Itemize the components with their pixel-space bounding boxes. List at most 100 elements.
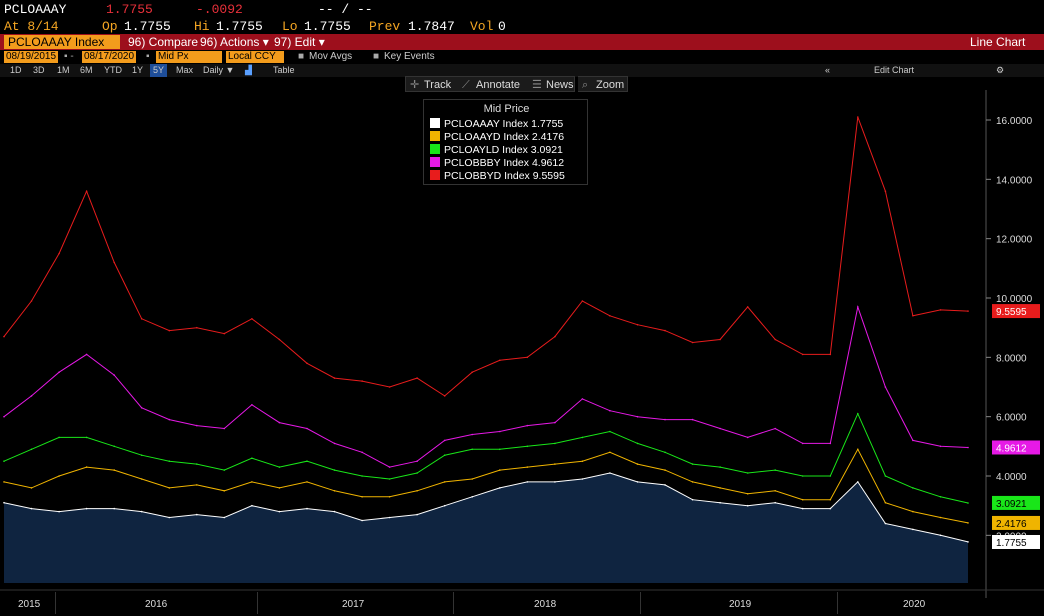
legend-swatch [430,131,440,141]
y-axis: 16.0000 14.0000 12.0000 10.0000 8.0000 6.0000… [986,116,1033,542]
data-point [912,528,914,531]
actions-button[interactable]: 96) Actions ▾ [200,35,269,49]
data-point [636,323,639,326]
legend-item[interactable]: PCLOAAYD Index 2.4176 [430,131,564,144]
period-3d[interactable]: 3D [33,65,45,75]
zoom-button[interactable]: Zoom [596,79,625,91]
volume-value: 0 [498,19,506,34]
period-5y[interactable]: 5Y [150,64,168,77]
data-point [884,190,887,192]
high-value: 1.7755 [216,19,263,34]
data-point [581,436,584,439]
checkbox-icon[interactable]: ■ [373,51,380,62]
data-point [912,439,914,442]
legend-item[interactable]: PCLOAAAY Index 1.7755 [430,118,563,131]
calendar-icon[interactable]: ▪ [146,51,150,62]
data-point [30,507,33,510]
data-point [774,427,776,430]
period-ytd[interactable]: YTD [104,65,122,75]
period-6m[interactable]: 6M [80,65,93,75]
legend-item[interactable]: PCLOBBBY Index 4.9612 [430,157,564,170]
data-point [168,516,171,519]
start-date-field[interactable]: 08/19/2015 [4,51,59,63]
news-icon[interactable]: ☰ [532,79,542,91]
data-point [196,463,198,465]
last-value-pill: 2.4176 [992,515,1040,530]
data-point [857,116,859,118]
data-point [691,481,694,483]
pill-bg [992,515,1040,530]
data-point [278,421,281,424]
zoom-tool: ⌕ Zoom [578,76,628,92]
data-point [196,513,198,516]
frequency-select[interactable]: Daily ▼ [203,65,235,75]
open-value: 1.7755 [124,19,171,34]
data-point [746,436,749,439]
compare-button[interactable]: 96) Compare [128,35,199,49]
data-point [609,315,611,317]
legend-swatch [430,170,440,180]
key-events-label[interactable]: Key Events [384,51,435,62]
data-point [333,510,336,513]
table-button[interactable]: Table [273,65,295,75]
data-point [85,507,88,510]
period-1m[interactable]: 1M [57,65,70,75]
last-value-pill: 1.7755 [992,534,1040,549]
low-label: Lo [282,19,298,34]
mov-avgs-label[interactable]: Mov Avgs [309,51,353,62]
zoom-icon[interactable]: ⌕ [582,79,589,91]
data-point [939,496,942,498]
legend-label: PCLOAAYD Index 2.4176 [444,131,565,143]
data-point [829,442,832,445]
news-button[interactable]: News [546,79,574,91]
pill-bg [992,495,1040,510]
series-line-pcloayld [3,412,969,504]
annotate-button[interactable]: Annotate [476,79,521,91]
function-bar: PCLOAAAY Index 96) Compare 96) Actions ▾… [0,34,1044,50]
calendar-icon[interactable]: ▪ - [64,51,74,62]
chart-legend: Mid Price PCLOAAAY Index 1.7755 PCLOAAYD … [423,99,588,185]
gear-icon[interactable]: ⚙ [996,65,1005,75]
period-1d[interactable]: 1D [10,65,22,75]
data-point [196,326,198,329]
legend-item[interactable]: PCLOBBYD Index 9.5595 [430,170,565,183]
chart-type-icon[interactable]: ▟ [245,65,252,75]
data-point [691,498,694,501]
data-point [30,395,33,397]
line-chart[interactable]: 16.0000 14.0000 12.0000 10.0000 8.0000 6.0000… [0,78,1044,598]
collapse-icon[interactable]: « [825,65,831,75]
pill-value: 9.5595 [996,307,1027,318]
field-select[interactable]: Mid Px [156,51,222,63]
edit-chart-button[interactable]: Edit Chart [874,65,915,75]
data-point [691,341,694,344]
data-point [499,448,501,451]
data-point [443,504,446,507]
security-input[interactable]: PCLOAAAY Index [4,35,120,49]
data-point [719,427,721,430]
last-value-pill: 9.5595 [992,304,1040,319]
as-of-label: At 8/14 [4,19,59,34]
legend-item[interactable]: PCLOAYLD Index 3.0921 [430,144,563,157]
end-date-field[interactable]: 08/17/2020 [82,51,137,63]
x-tick-label: 2020 [903,599,926,610]
track-button[interactable]: Track [424,79,452,91]
currency-select[interactable]: Local CCY [226,51,284,63]
data-point [416,460,418,463]
period-max[interactable]: Max [176,65,194,75]
period-1y[interactable]: 1Y [132,65,144,75]
data-point [113,445,115,448]
track-icon[interactable]: ✛ [410,79,420,91]
checkbox-icon[interactable]: ■ [298,51,305,62]
pill-bg [992,304,1040,319]
data-point [829,507,832,510]
data-point [361,475,363,477]
x-tick-label: 2019 [729,599,752,610]
annotate-icon[interactable]: ⟋ [462,79,470,91]
edit-button[interactable]: 97) Edit ▾ [274,35,325,49]
data-point [443,395,446,397]
series-line-pclobbby [3,304,969,468]
data-point [664,329,666,332]
quote-header: PCLOAAAY 1.7755 -.0092 -- / -- [0,0,1044,18]
data-point [251,504,253,507]
volume-label: Vol [470,19,494,34]
